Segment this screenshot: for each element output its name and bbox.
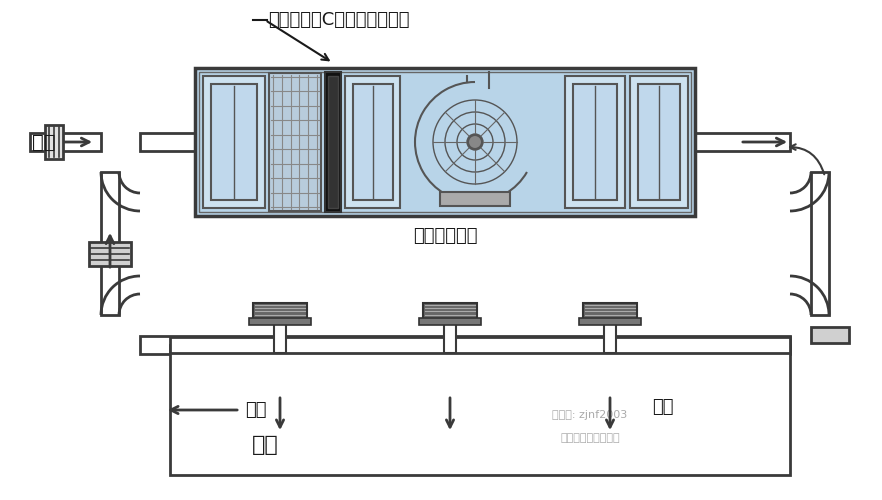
Text: 新风: 新风 bbox=[32, 132, 56, 152]
Text: 微信号: zjnf2003: 微信号: zjnf2003 bbox=[552, 410, 628, 420]
FancyArrowPatch shape bbox=[790, 144, 825, 174]
FancyBboxPatch shape bbox=[811, 327, 849, 343]
FancyBboxPatch shape bbox=[630, 76, 688, 208]
FancyBboxPatch shape bbox=[140, 336, 790, 354]
Circle shape bbox=[468, 135, 482, 149]
FancyBboxPatch shape bbox=[328, 76, 338, 208]
FancyBboxPatch shape bbox=[638, 84, 680, 200]
FancyBboxPatch shape bbox=[583, 303, 637, 323]
FancyBboxPatch shape bbox=[140, 133, 195, 151]
FancyBboxPatch shape bbox=[269, 73, 321, 211]
FancyBboxPatch shape bbox=[353, 84, 393, 200]
Text: 洁净厂房设计和施工: 洁净厂房设计和施工 bbox=[560, 433, 620, 443]
FancyBboxPatch shape bbox=[45, 125, 63, 159]
Text: 送风: 送风 bbox=[652, 398, 674, 416]
FancyBboxPatch shape bbox=[101, 172, 119, 315]
FancyBboxPatch shape bbox=[253, 303, 307, 323]
FancyBboxPatch shape bbox=[274, 323, 286, 353]
Text: 中央空调系统: 中央空调系统 bbox=[413, 227, 477, 245]
FancyBboxPatch shape bbox=[249, 318, 311, 325]
FancyBboxPatch shape bbox=[89, 242, 131, 266]
Text: 室内: 室内 bbox=[251, 435, 279, 455]
FancyBboxPatch shape bbox=[195, 68, 695, 216]
FancyBboxPatch shape bbox=[573, 84, 617, 200]
FancyBboxPatch shape bbox=[565, 76, 625, 208]
FancyBboxPatch shape bbox=[695, 133, 790, 151]
FancyBboxPatch shape bbox=[811, 172, 829, 315]
FancyBboxPatch shape bbox=[30, 133, 101, 151]
FancyBboxPatch shape bbox=[170, 345, 790, 475]
FancyBboxPatch shape bbox=[604, 323, 616, 353]
FancyBboxPatch shape bbox=[579, 318, 641, 325]
FancyBboxPatch shape bbox=[423, 303, 477, 323]
FancyBboxPatch shape bbox=[211, 84, 257, 200]
FancyBboxPatch shape bbox=[170, 337, 790, 353]
Text: 回风: 回风 bbox=[245, 401, 266, 419]
FancyBboxPatch shape bbox=[203, 76, 265, 208]
FancyBboxPatch shape bbox=[444, 323, 456, 353]
FancyBboxPatch shape bbox=[419, 318, 481, 325]
FancyBboxPatch shape bbox=[325, 72, 341, 212]
FancyBboxPatch shape bbox=[440, 192, 510, 206]
FancyBboxPatch shape bbox=[345, 76, 400, 208]
Text: 插入式紫外C空气净化消毒器: 插入式紫外C空气净化消毒器 bbox=[268, 11, 409, 29]
